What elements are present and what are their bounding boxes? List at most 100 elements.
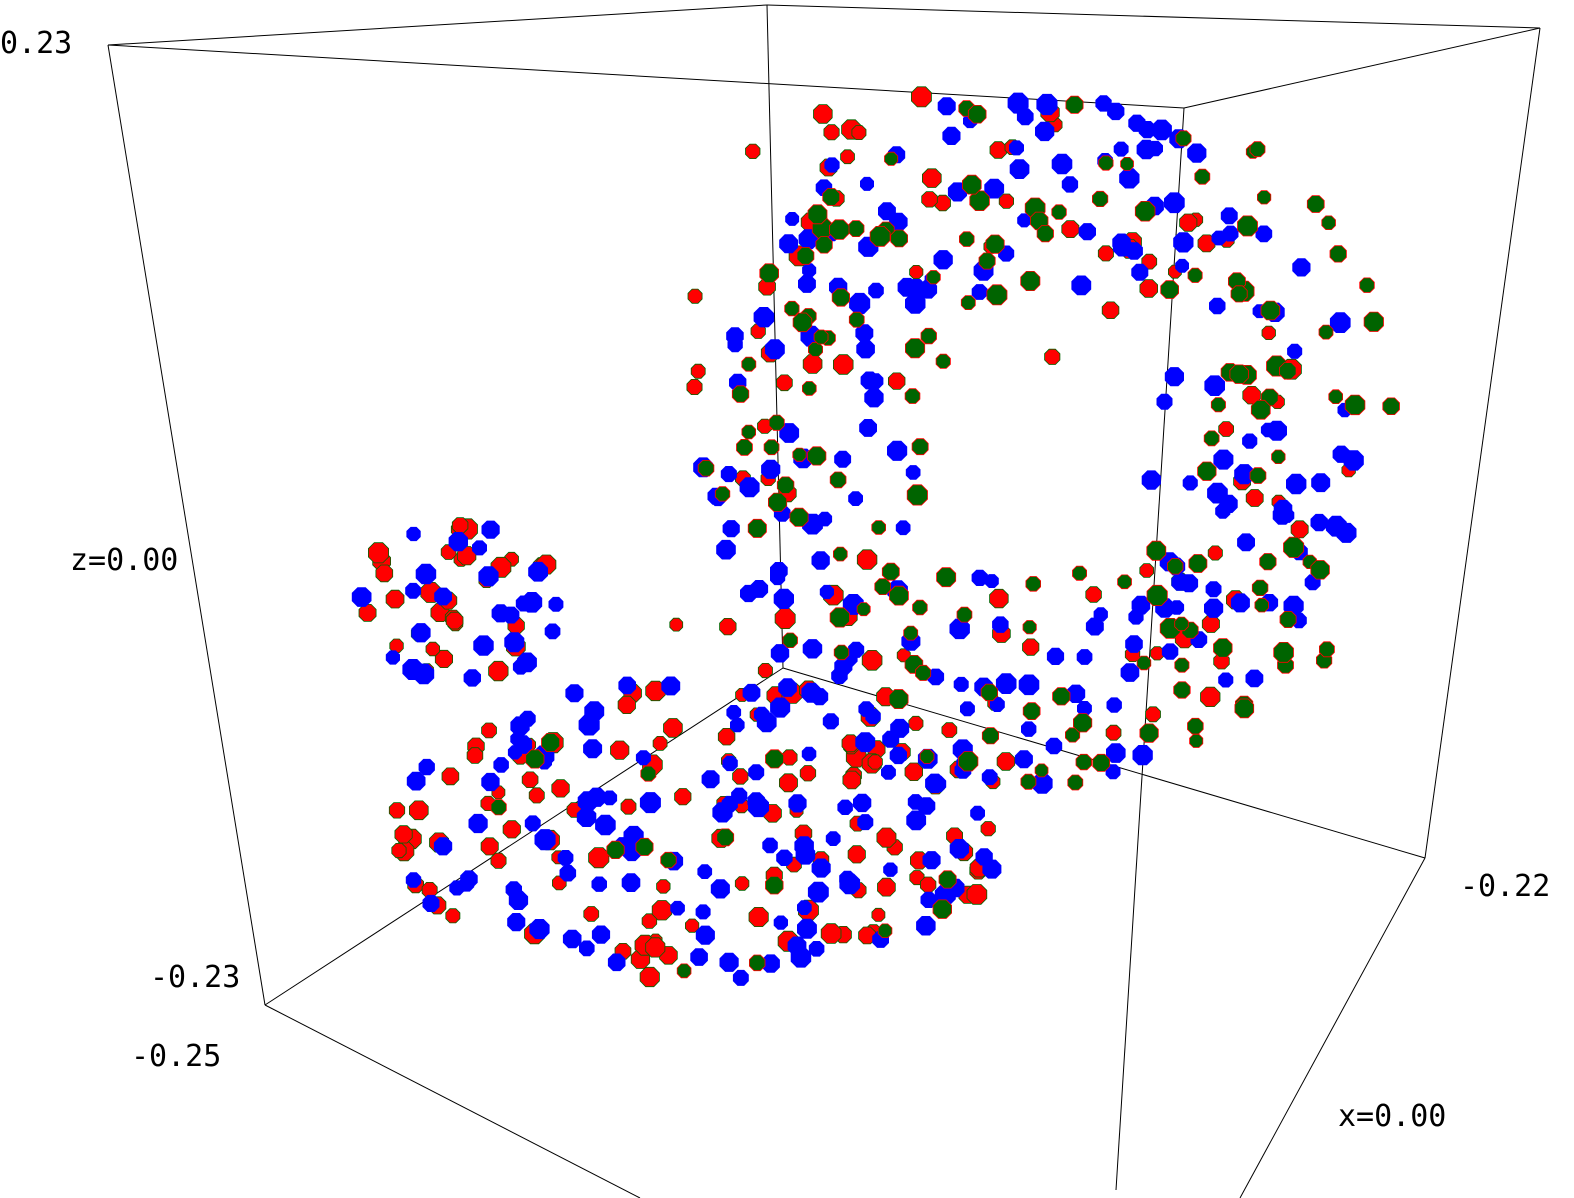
point-s2-92: [1075, 753, 1092, 771]
point-s2-120: [888, 689, 909, 709]
point-s2-62: [1321, 215, 1336, 231]
point-s2-111: [815, 236, 833, 254]
point-s1-286: [905, 465, 921, 480]
point-s2-103: [1020, 773, 1037, 790]
point-s1-333: [1266, 420, 1287, 441]
point-s1-126: [794, 836, 814, 856]
point-s1-239: [839, 873, 861, 895]
point-s0-66: [833, 354, 854, 375]
point-s1-328: [895, 520, 911, 536]
point-s0-154: [451, 517, 469, 534]
point-s1-332: [949, 618, 970, 640]
point-s2-115: [932, 899, 952, 919]
point-s2-136: [1036, 224, 1054, 243]
point-s2-158: [1187, 717, 1204, 735]
point-s1-39: [1125, 635, 1143, 653]
point-s0-2: [481, 722, 497, 739]
point-s2-28: [1065, 95, 1084, 114]
point-s0-47: [998, 193, 1014, 209]
point-s1-275: [519, 710, 536, 727]
bounding-box: [107, 4, 1541, 1198]
point-s2-43: [848, 311, 865, 328]
point-s0-149: [385, 589, 405, 609]
point-s1-236: [808, 941, 825, 957]
point-s1-243: [726, 705, 742, 720]
point-s1-193: [468, 813, 488, 834]
point-s2-36: [1318, 324, 1334, 340]
point-s2-141: [1020, 270, 1041, 292]
point-s1-118: [1164, 367, 1184, 387]
point-s0-81: [858, 926, 876, 945]
point-s1-84: [695, 925, 715, 945]
point-s1-6: [859, 418, 877, 437]
point-s0-206: [391, 843, 407, 859]
point-s1-181: [1009, 140, 1024, 156]
point-s2-98: [905, 338, 926, 359]
series-1: [351, 92, 1364, 986]
point-s1-92: [1120, 663, 1140, 682]
point-s1-247: [764, 339, 785, 360]
point-s2-51: [802, 381, 817, 396]
point-s1-26: [1078, 223, 1096, 241]
point-s1-154: [739, 477, 760, 498]
point-s1-20: [722, 520, 740, 538]
point-s0-49: [908, 715, 924, 731]
point-s1-40: [695, 904, 711, 920]
point-s1-339: [607, 953, 626, 972]
point-s1-232: [1207, 482, 1228, 504]
point-s2-34: [1329, 245, 1347, 263]
point-s1-301: [471, 540, 488, 556]
z-top-label: 0.23: [0, 26, 72, 61]
point-s1-180: [529, 919, 550, 940]
point-s1-163: [779, 234, 798, 254]
point-s0-92: [588, 847, 610, 869]
point-s1-66: [925, 773, 945, 793]
point-s2-22: [782, 632, 798, 648]
point-s1-23: [579, 940, 595, 957]
point-s2-72: [1173, 681, 1191, 699]
point-s2-33: [1363, 311, 1384, 332]
point-s0-104: [734, 876, 750, 891]
data-points: [351, 86, 1400, 988]
point-s2-56: [1254, 597, 1269, 613]
point-s1-161: [562, 929, 582, 949]
point-s2-84: [1098, 155, 1114, 171]
point-s2-65: [792, 312, 813, 333]
point-s1-152: [942, 126, 961, 146]
point-s2-127: [1051, 204, 1067, 220]
point-s2-8: [926, 270, 941, 285]
point-s1-164: [512, 659, 529, 675]
point-s0-70: [639, 966, 660, 988]
point-s1-44: [801, 746, 817, 762]
point-s2-18: [1073, 713, 1093, 733]
point-s2-135: [789, 507, 809, 527]
point-s2-107: [831, 288, 850, 307]
point-s2-54: [1197, 461, 1217, 481]
point-s1-57: [559, 864, 577, 882]
point-s2-31: [912, 599, 928, 616]
point-s0-74: [583, 906, 600, 922]
point-s1-178: [1182, 475, 1198, 491]
point-s1-131: [960, 701, 975, 717]
y-front-label: -0.25: [131, 1039, 221, 1074]
point-s2-82: [856, 602, 871, 617]
point-s0-1: [1200, 686, 1221, 707]
point-s0-224: [1097, 245, 1114, 262]
point-s1-256: [971, 569, 988, 586]
point-s2-168: [1067, 774, 1084, 791]
point-s2-130: [541, 733, 561, 752]
point-s1-33: [732, 969, 749, 986]
point-s1-1: [583, 739, 603, 759]
point-s1-79: [858, 701, 875, 717]
point-s1-234: [1045, 737, 1063, 755]
point-s1-162: [463, 669, 482, 687]
point-s1-36: [1213, 449, 1234, 470]
point-s0-214: [989, 588, 1009, 609]
point-s1-292: [797, 918, 817, 939]
point-s2-99: [985, 234, 1005, 254]
point-s0-173: [408, 800, 429, 821]
point-s2-17: [847, 220, 865, 238]
point-s2-19: [1175, 130, 1192, 147]
point-s1-299: [591, 925, 611, 944]
point-s2-20: [911, 438, 929, 456]
